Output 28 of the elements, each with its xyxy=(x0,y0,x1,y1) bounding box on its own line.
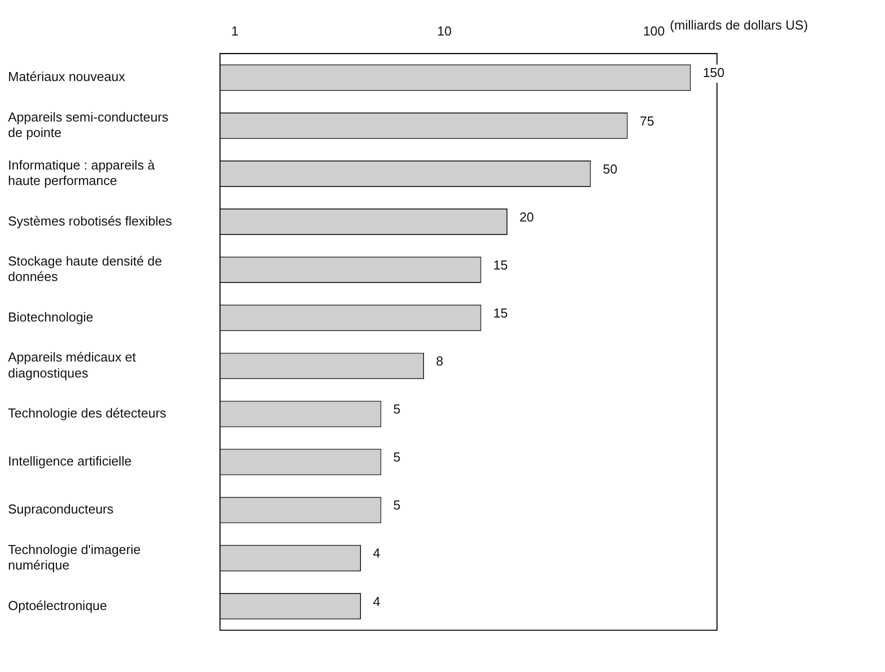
data-label: 15 xyxy=(493,305,508,320)
data-label: 8 xyxy=(436,354,444,369)
y-tick-label: Appareils semi-conducteurs de pointe xyxy=(8,109,169,140)
data-label: 4 xyxy=(372,594,380,609)
y-tick-label: Stockage haute densité de données xyxy=(8,254,162,284)
y-tick-label: Supraconducteurs xyxy=(8,502,114,517)
y-tick-label: Matériaux nouveaux xyxy=(8,69,126,84)
x-tick-label: 10 xyxy=(437,23,452,38)
data-label: 50 xyxy=(602,161,618,176)
y-tick-label: Systèmes robotisés flexibles xyxy=(8,213,173,228)
y-tick-label: Technologie des détecteurs xyxy=(8,406,167,421)
data-label: 150 xyxy=(702,65,725,80)
x-axis-title: (milliards de dollars US) xyxy=(670,18,808,33)
data-label: 5 xyxy=(393,402,401,417)
y-tick-label: Informatique : appareils à haute performance xyxy=(8,158,156,188)
data-label: 5 xyxy=(393,450,401,465)
y-tick-label: Optoélectronique xyxy=(8,598,108,613)
y-tick-label: Biotechnologie xyxy=(8,309,94,324)
data-label: 5 xyxy=(393,498,401,513)
data-label: 15 xyxy=(493,257,508,272)
x-tick-label: 100 xyxy=(643,23,665,38)
y-tick-label: Appareils médicaux et diagnostiques xyxy=(8,350,136,380)
y-tick-label: Technologie d'imagerie numérique xyxy=(8,542,141,573)
data-label: 4 xyxy=(372,546,380,561)
x-tick-label: 1 xyxy=(231,23,238,38)
y-tick-label: Intelligence artificielle xyxy=(8,454,132,469)
data-label: 75 xyxy=(640,113,654,128)
data-label: 20 xyxy=(519,209,534,224)
